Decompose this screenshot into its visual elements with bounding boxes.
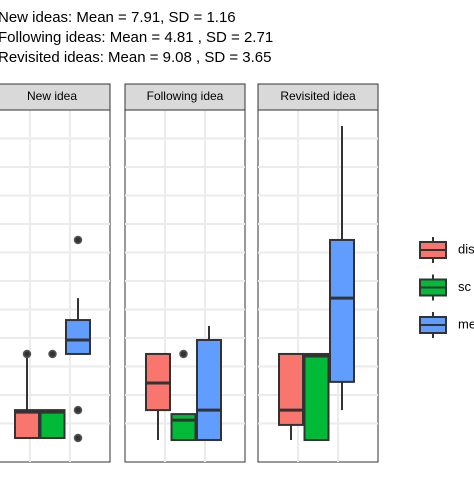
outlier — [73, 235, 83, 245]
box — [303, 352, 330, 442]
outlier — [73, 405, 83, 415]
outlier — [48, 349, 57, 359]
box — [329, 238, 355, 383]
strip — [124, 83, 246, 111]
outlier — [22, 349, 32, 359]
box — [170, 413, 197, 442]
legend-label: sc — [458, 279, 472, 294]
box — [14, 409, 40, 440]
legend-label: dis — [458, 241, 474, 256]
outlier — [179, 349, 188, 359]
panel — [124, 109, 246, 463]
strip-label: Revisited idea — [280, 89, 356, 103]
strip-label: Following idea — [147, 89, 224, 103]
strip — [0, 83, 111, 111]
box — [278, 352, 304, 426]
chart-title: New ideas: Mean = 7.91, SD = 1.16 — [0, 9, 236, 26]
legend-label: me — [458, 316, 474, 331]
box — [196, 338, 222, 442]
chart-title: Revisited ideas: Mean = 9.08 , SD = 3.65 — [0, 49, 272, 66]
strip — [257, 83, 379, 111]
box — [65, 319, 91, 355]
chart-title: Following ideas: Mean = 4.81 , SD = 2.71 — [0, 29, 273, 46]
strip-label: New idea — [27, 89, 77, 103]
panel — [0, 109, 111, 463]
box — [39, 409, 66, 440]
outlier — [73, 433, 83, 443]
